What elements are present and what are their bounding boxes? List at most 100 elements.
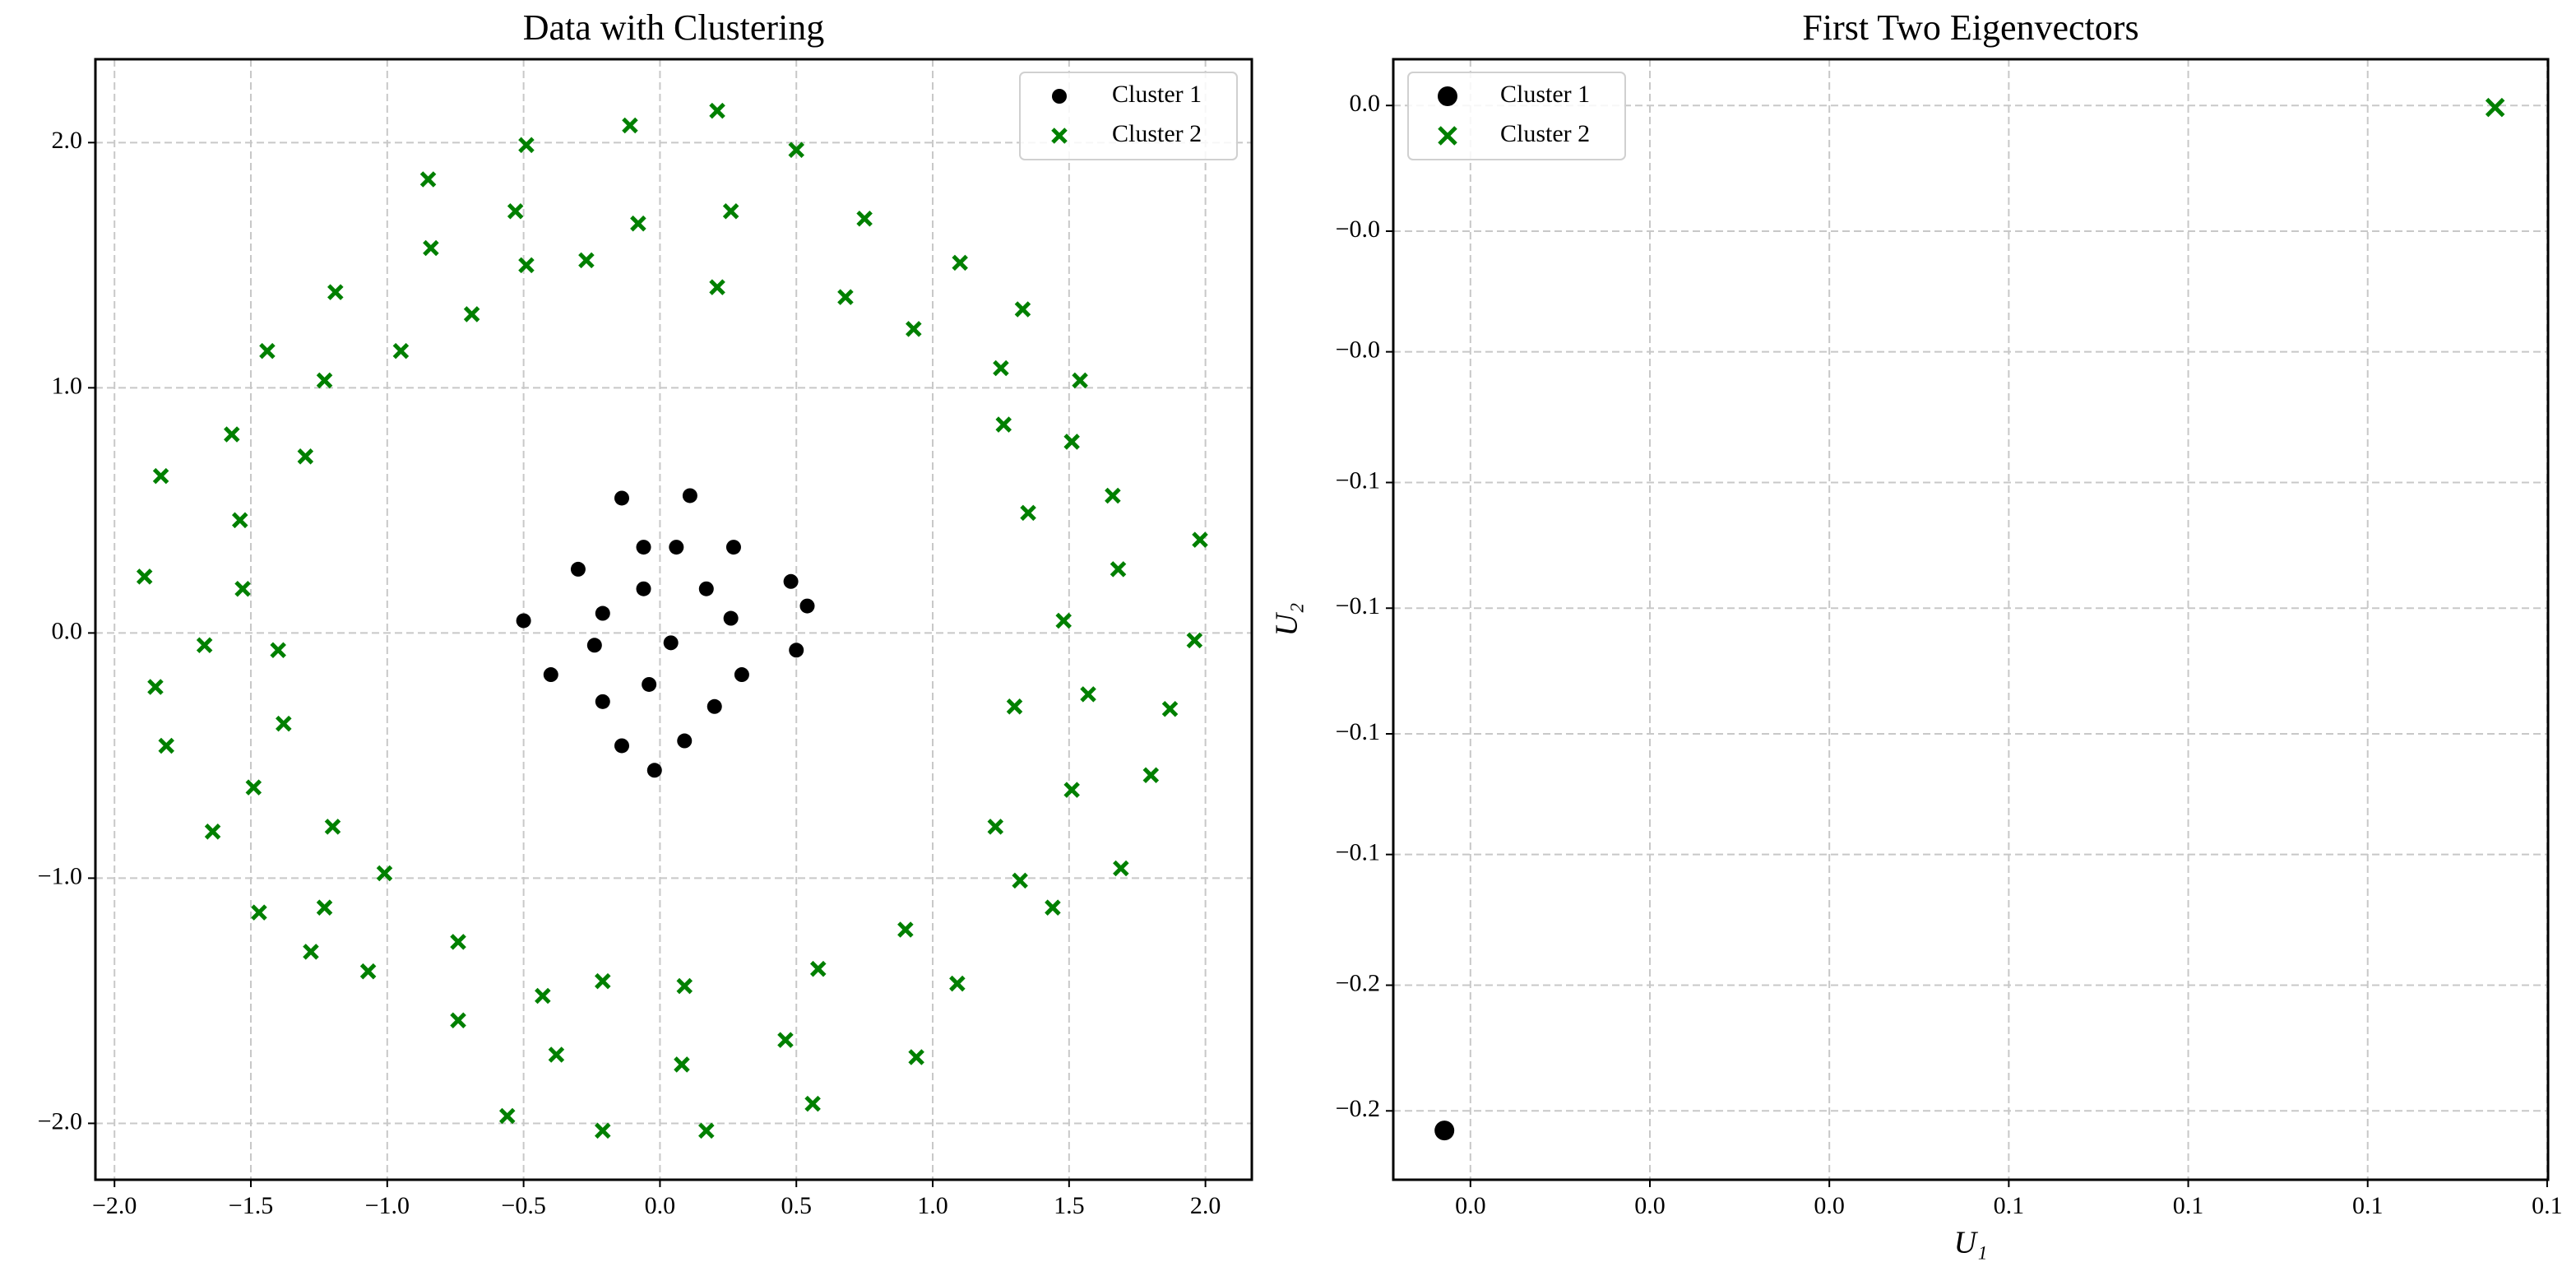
marker-dot: [614, 490, 629, 506]
marker-stroke: [709, 279, 725, 295]
data-point: [1110, 561, 1127, 578]
marker-stroke: [630, 215, 646, 232]
data-point: [423, 239, 439, 257]
marker-stroke: [622, 117, 638, 134]
y-tick-label: −0.2: [1336, 969, 1380, 996]
marker-stroke: [897, 921, 914, 938]
data-point: [799, 598, 815, 614]
marker-stroke: [507, 203, 524, 220]
marker-stroke: [788, 142, 804, 159]
marker-stroke: [595, 1122, 611, 1139]
marker-dot: [734, 667, 749, 683]
data-point: [725, 540, 741, 555]
x-tick-label: 0.0: [1814, 1192, 1845, 1219]
x-tick-label: −1.0: [365, 1192, 410, 1219]
marker-stroke: [1110, 561, 1127, 578]
y-tick-label: −0.0: [1336, 216, 1380, 243]
data-point: [535, 987, 551, 1005]
marker-stroke: [987, 819, 1004, 835]
data-point: [723, 610, 739, 626]
marker-dot: [642, 676, 657, 692]
legend-box: [1019, 72, 1238, 160]
data-point: [595, 972, 611, 990]
marker-dot: [723, 610, 739, 626]
marker-dot: [636, 581, 651, 596]
marker-stroke: [1014, 301, 1031, 318]
data-point: [316, 899, 333, 916]
chart-title: Data with Clustering: [523, 7, 825, 48]
marker-stroke: [316, 899, 333, 916]
y-tick-label: 2.0: [52, 127, 83, 154]
marker-stroke: [450, 934, 466, 950]
marker-stroke: [1055, 612, 1072, 629]
data-point: [669, 540, 684, 555]
marker-stroke: [952, 254, 968, 271]
marker-dot: [636, 540, 651, 555]
y-tick-label: 0.0: [52, 617, 83, 644]
data-point: [578, 252, 595, 269]
legend-label: Cluster 1: [1500, 81, 1590, 108]
marker-stroke: [1192, 531, 1208, 548]
data-point: [1055, 612, 1072, 629]
data-point: [516, 613, 531, 629]
marker-stroke: [804, 1095, 821, 1112]
marker-stroke: [423, 239, 439, 257]
data-point: [419, 171, 437, 188]
marker-stroke: [518, 137, 535, 154]
y-tick-label: −0.1: [1336, 592, 1380, 619]
marker-dot: [698, 581, 714, 596]
data-point: [698, 1122, 715, 1139]
marker-stroke: [676, 977, 693, 995]
legend-label: Cluster 1: [1112, 81, 1202, 108]
marker-dot: [595, 606, 610, 621]
data-point: [642, 676, 657, 692]
data-point: [498, 1107, 516, 1125]
marker-stroke: [1072, 372, 1088, 389]
data-point: [231, 512, 248, 529]
data-point: [676, 977, 693, 995]
y-tick-label: −0.1: [1336, 718, 1380, 745]
marker-stroke: [1186, 632, 1203, 649]
marker-stroke: [949, 975, 966, 992]
marker-dot: [570, 561, 586, 577]
marker-dot: [543, 667, 558, 683]
marker-stroke: [709, 102, 725, 119]
data-point: [1113, 860, 1129, 877]
data-point: [804, 1095, 821, 1112]
marker-stroke: [548, 1046, 565, 1063]
marker-stroke: [1012, 872, 1028, 889]
marker-stroke: [674, 1056, 690, 1073]
data-point: [2485, 97, 2505, 118]
marker-stroke: [993, 360, 1009, 377]
data-point: [636, 540, 651, 555]
data-point: [595, 1122, 611, 1139]
x-tick-label: 0.5: [781, 1192, 812, 1219]
data-point: [595, 606, 610, 621]
data-point: [1142, 767, 1160, 784]
marker-stroke: [224, 426, 240, 443]
data-point: [995, 416, 1012, 433]
marker-stroke: [270, 642, 286, 659]
marker-stroke: [1142, 767, 1160, 784]
data-point: [392, 342, 410, 360]
marker-dot: [677, 733, 693, 749]
data-point: [548, 1046, 565, 1063]
x-tick-label: −1.5: [229, 1192, 273, 1219]
marker-stroke: [1045, 899, 1061, 916]
marker-dot: [669, 540, 684, 555]
marker-dot: [663, 635, 679, 651]
y-tick-label: −2.0: [38, 1107, 82, 1134]
marker-stroke: [995, 416, 1012, 433]
data-point: [663, 635, 679, 651]
chart-title: First Two Eigenvectors: [1802, 7, 2138, 48]
data-point: [614, 490, 629, 506]
data-point: [614, 738, 629, 754]
marker-stroke: [1063, 782, 1080, 798]
marker-stroke: [297, 448, 314, 465]
legend: Cluster 1 Cluster 2: [1019, 72, 1238, 160]
data-point: [809, 960, 827, 977]
marker-stroke: [908, 1049, 924, 1065]
y-axis-label: U₂: [1270, 603, 1304, 637]
marker-stroke: [722, 203, 739, 220]
